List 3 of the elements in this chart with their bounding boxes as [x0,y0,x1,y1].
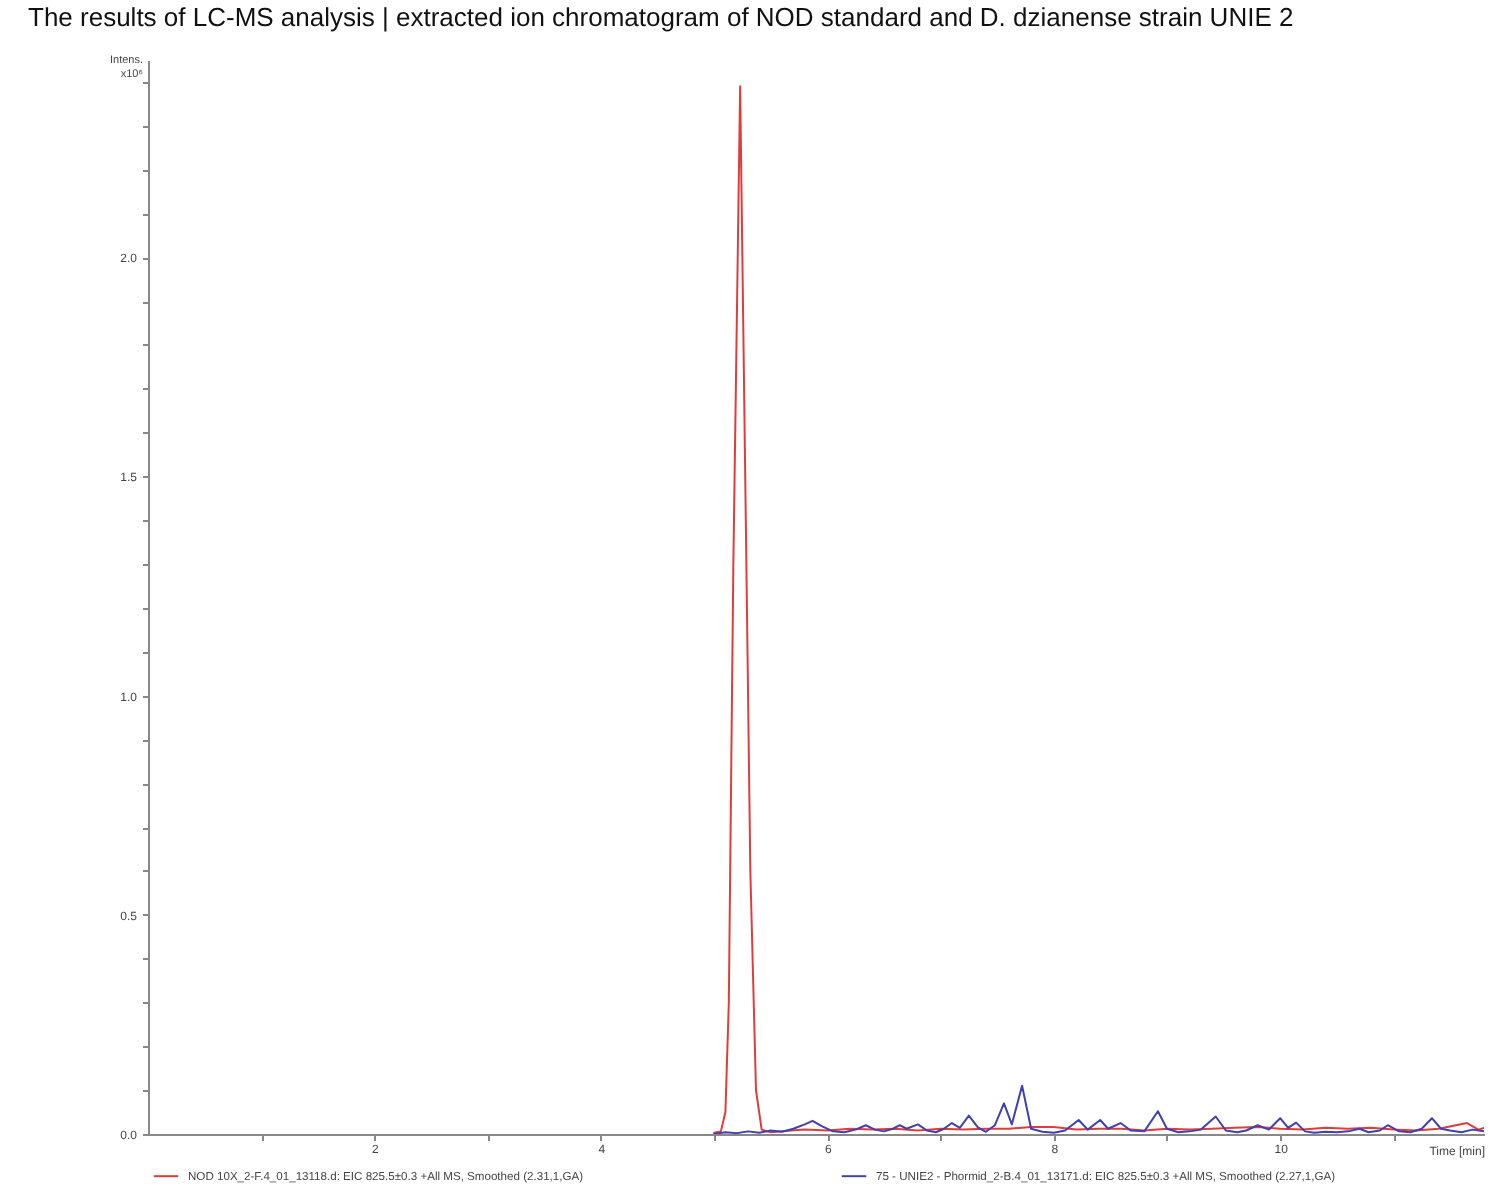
chart-title: The results of LC-MS analysis | extracted ion chromatogram of NOD standard and D. dzianense strain UNIE 2 [28,2,1294,32]
line-series [713,85,1484,1134]
line-series [713,1084,1484,1134]
